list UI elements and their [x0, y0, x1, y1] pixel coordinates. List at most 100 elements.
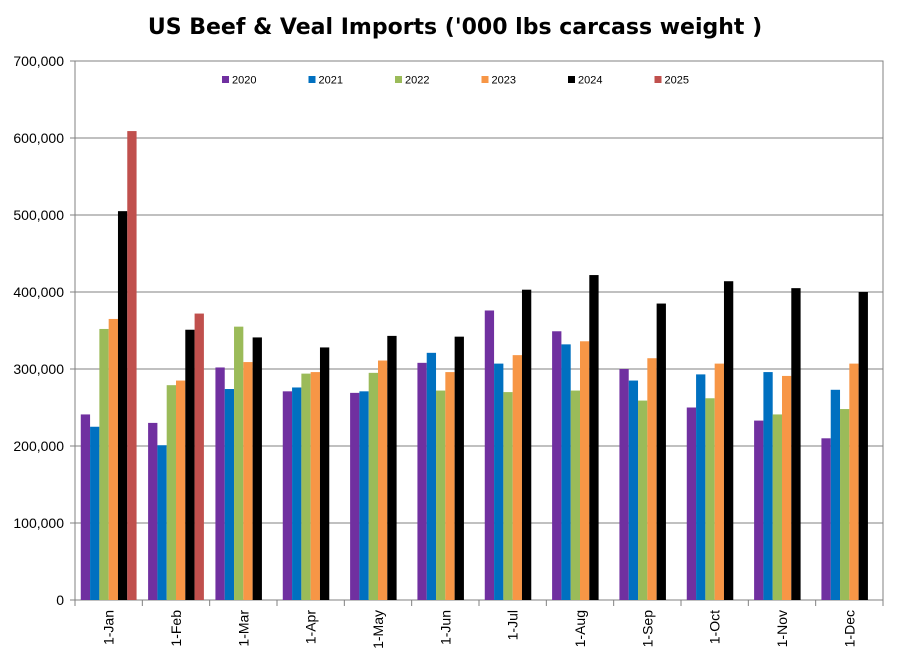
legend-label: 2025	[665, 75, 689, 87]
bar-2025-1-Jan	[127, 131, 137, 600]
x-category-label: 1-Oct	[707, 610, 723, 644]
bar-2023-1-Dec	[849, 363, 859, 600]
x-category-label: 1-Nov	[774, 610, 790, 647]
bar-2020-1-Jan	[80, 414, 91, 600]
x-category-label: 1-Apr	[303, 610, 319, 645]
bar-2021-1-Oct	[696, 374, 706, 600]
legend-label: 2023	[492, 75, 516, 87]
bar-2023-1-Feb	[176, 380, 186, 600]
legend-item-2020: 2020	[222, 75, 256, 87]
bar-2021-1-Mar	[224, 389, 235, 600]
bar-2024-1-Oct	[723, 281, 734, 600]
bar-2023-1-Sep	[647, 358, 657, 600]
legend-item-2025: 2025	[654, 75, 689, 87]
bar-2024-1-Aug	[589, 275, 599, 600]
bar-2024-1-Dec	[858, 292, 868, 600]
x-category-label: 1-Mar	[235, 610, 251, 647]
bar-2020-1-Mar	[215, 367, 225, 600]
bar-2022-1-Aug	[570, 390, 580, 600]
bar-2020-1-Dec	[821, 438, 831, 600]
bar-2020-1-Jun	[417, 362, 427, 600]
bar-2022-1-Sep	[638, 400, 648, 600]
bar-2021-1-Feb	[157, 445, 167, 600]
bar-2020-1-Nov	[754, 420, 764, 600]
legend-item-2023: 2023	[481, 75, 516, 87]
bar-2024-1-Jun	[454, 336, 464, 600]
bar-2024-1-Mar	[252, 337, 262, 600]
bar-2022-1-May	[368, 372, 378, 600]
legend-swatch	[222, 76, 229, 83]
legend-item-2022: 2022	[395, 75, 429, 87]
x-category-label: 1-Sep	[639, 610, 655, 648]
legend-item-2021: 2021	[308, 75, 343, 87]
bar-2021-1-Dec	[830, 389, 841, 600]
bar-2020-1-Feb	[148, 422, 158, 600]
y-tick-label: 0	[56, 592, 64, 608]
legend-label: 2021	[319, 75, 343, 87]
bar-2022-1-Apr	[301, 373, 311, 600]
bar-2022-1-Dec	[840, 409, 850, 600]
x-category-label: 1-Dec	[841, 610, 857, 647]
legend-swatch	[308, 76, 316, 83]
bar-2024-1-Nov	[791, 288, 801, 600]
bar-2023-1-Jan	[108, 318, 118, 600]
bar-2024-1-Jan	[117, 211, 128, 600]
bar-2024-1-Apr	[319, 347, 330, 600]
bar-2024-1-Jul	[521, 289, 532, 600]
legend-swatch	[568, 76, 575, 83]
legend-swatch	[395, 76, 402, 83]
bar-2020-1-Apr	[282, 391, 293, 600]
bar-2023-1-Jul	[512, 355, 522, 600]
legend-label: 2024	[578, 75, 602, 87]
bar-2020-1-May	[350, 392, 360, 600]
bar-2024-1-Feb	[185, 329, 195, 600]
legend-label: 2020	[232, 75, 256, 87]
bar-2020-1-Jul	[484, 310, 495, 600]
bar-2020-1-Sep	[619, 369, 629, 600]
legend-swatch	[481, 76, 489, 83]
bar-2021-1-Aug	[561, 344, 571, 600]
legend-label: 2022	[405, 75, 429, 87]
bar-2021-1-Apr	[292, 387, 302, 600]
bar-2022-1-Jan	[99, 328, 109, 600]
y-tick-label: 300,000	[13, 361, 64, 377]
bar-2022-1-Mar	[234, 326, 244, 600]
legend-item-2024: 2024	[568, 75, 602, 87]
x-category-label: 1-Jan	[101, 610, 117, 645]
bar-2022-1-Jul	[503, 392, 513, 600]
bar-2022-1-Jun	[436, 390, 446, 600]
bar-2023-1-Jun	[445, 372, 455, 600]
y-tick-label: 600,000	[13, 130, 64, 146]
x-category-label: 1-Jun	[437, 610, 453, 645]
bar-2025-1-Feb	[194, 313, 204, 600]
plot-area: 0 100,000 200,000 300,000 400,000 500,000 600,…	[13, 53, 884, 649]
y-tick-label: 100,000	[13, 515, 64, 531]
bar-2021-1-Jan	[90, 426, 100, 600]
y-tick-label: 700,000	[13, 53, 64, 69]
bar-2021-1-Nov	[763, 372, 773, 600]
bar-2020-1-Aug	[552, 331, 562, 600]
x-category-label: 1-Aug	[572, 610, 588, 647]
bar-2021-1-Sep	[628, 380, 639, 600]
x-category-label: 1-Jul	[505, 610, 521, 640]
x-category-label: 1-Feb	[168, 610, 184, 647]
bar-2023-1-Apr	[310, 372, 320, 600]
bar-2021-1-Jul	[494, 363, 504, 600]
bar-2023-1-Oct	[714, 363, 724, 600]
bar-2023-1-Mar	[243, 362, 253, 600]
bar-2020-1-Oct	[686, 407, 697, 600]
bar-2023-1-Aug	[580, 341, 590, 600]
bar-2022-1-Nov	[772, 414, 782, 600]
y-tick-label: 500,000	[13, 207, 64, 223]
legend-swatch	[654, 76, 662, 83]
bar-2023-1-May	[378, 360, 388, 600]
bar-2023-1-Nov	[782, 375, 792, 600]
bar-2021-1-May	[359, 391, 369, 600]
y-tick-label: 200,000	[13, 438, 64, 454]
x-category-label: 1-May	[370, 610, 386, 649]
y-tick-label: 400,000	[13, 284, 64, 300]
legend: 2020 2021 2022 2023 2024 2025	[222, 75, 689, 87]
chart-title: US Beef & Veal Imports ('000 lbs carcass…	[148, 15, 762, 40]
bar-2021-1-Jun	[426, 352, 437, 600]
